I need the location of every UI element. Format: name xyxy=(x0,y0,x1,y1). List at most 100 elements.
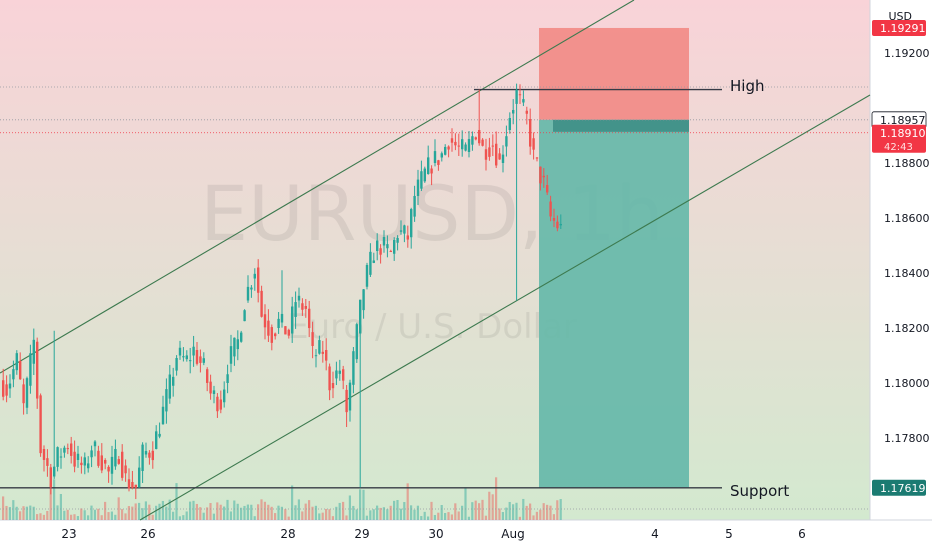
volume-bar xyxy=(212,513,215,520)
volume-bar xyxy=(420,516,423,520)
candle-body xyxy=(144,451,148,455)
candle-body xyxy=(284,326,287,335)
candle-body xyxy=(36,341,39,399)
candle-body xyxy=(168,374,171,399)
candle-body xyxy=(25,378,29,408)
volume-bar xyxy=(141,508,144,520)
price-axis[interactable]: 1.19200 1.18800 1.18600 1.18400 1.18200 1.180… xyxy=(871,19,930,496)
candle-body xyxy=(216,396,219,412)
volume-bar xyxy=(318,513,321,520)
time-tick-label: 23 xyxy=(61,527,76,541)
drawings xyxy=(0,0,871,521)
volume-bar xyxy=(185,511,188,520)
volume-bar xyxy=(59,493,62,520)
candle-body xyxy=(467,139,471,152)
volume-bar xyxy=(454,503,457,520)
price-tick-label: 1.18200 xyxy=(884,322,930,335)
candle-body xyxy=(464,144,467,151)
volume-bar xyxy=(406,483,409,520)
candle-body xyxy=(80,462,83,466)
candle-body xyxy=(148,452,151,458)
candle-body xyxy=(124,465,127,474)
candle-body xyxy=(420,171,423,189)
candle-body xyxy=(484,149,488,160)
long-position-tool[interactable] xyxy=(539,27,689,488)
time-tick-label: 28 xyxy=(280,527,295,541)
candle-body xyxy=(552,218,556,221)
volume-bar xyxy=(42,514,45,520)
candle-body xyxy=(56,447,59,467)
candle-body xyxy=(294,302,297,317)
candle-body xyxy=(202,358,205,363)
candle-body xyxy=(5,384,8,396)
price-tick-label: 1.18400 xyxy=(884,267,930,280)
drawing-labels: High Support xyxy=(730,77,789,500)
time-axis[interactable]: 23 26 28 29 30 Aug 4 5 6 xyxy=(61,527,805,541)
candle-body xyxy=(267,320,270,336)
price-tag-value: 1.19291 xyxy=(880,22,926,35)
candle-body xyxy=(263,314,267,328)
candle-body xyxy=(161,406,165,425)
candle-body xyxy=(379,248,382,255)
time-tick-label: 26 xyxy=(140,527,155,541)
candle-body xyxy=(53,466,56,477)
candle-body xyxy=(444,146,447,155)
volume-bar xyxy=(369,510,372,520)
candle-body xyxy=(121,451,124,478)
candle-body xyxy=(556,221,559,229)
candle-body xyxy=(376,240,379,251)
candle-body xyxy=(8,383,12,389)
volume-bar xyxy=(66,509,69,520)
volume-bar xyxy=(532,515,535,520)
candle-body xyxy=(331,383,335,389)
volume-bar xyxy=(161,500,164,520)
volume-bar xyxy=(202,512,205,520)
volume-bar xyxy=(376,505,379,520)
candle-body xyxy=(46,458,49,466)
candle-body xyxy=(549,201,552,217)
candle-body xyxy=(127,479,131,489)
volume-bar xyxy=(110,511,113,520)
volume-bar xyxy=(83,510,86,520)
volume-bar xyxy=(206,507,209,520)
volume-bar xyxy=(352,505,355,520)
candle-body xyxy=(297,295,301,301)
volume-bar xyxy=(107,512,110,520)
candle-body xyxy=(178,347,182,356)
volume-bar xyxy=(73,514,76,520)
candle-body xyxy=(15,353,18,371)
volume-bar xyxy=(382,507,385,520)
candle-body xyxy=(250,287,253,290)
candle-body xyxy=(423,168,426,182)
price-tag-value: 1.18957 xyxy=(880,114,926,127)
price-tick-label: 1.18000 xyxy=(884,377,930,390)
volume-bar xyxy=(236,503,239,520)
candle-body xyxy=(539,166,542,184)
volume-bar xyxy=(277,505,280,520)
volume-bar xyxy=(121,509,124,520)
candle-body xyxy=(243,310,246,322)
volume-bar xyxy=(342,501,345,520)
volume-bar xyxy=(437,512,440,520)
volume-bar xyxy=(427,516,430,520)
candle-body xyxy=(311,332,314,346)
volume-bar xyxy=(546,504,549,520)
candle-body xyxy=(318,340,321,354)
candle-body xyxy=(236,339,239,350)
volume-bar xyxy=(93,509,96,520)
volume-bar xyxy=(76,516,79,520)
candle-body xyxy=(185,355,188,360)
candle-body xyxy=(32,339,35,364)
candle-body xyxy=(369,251,372,275)
volume-bar xyxy=(535,511,538,520)
volume-bar xyxy=(413,509,416,520)
candle-body xyxy=(399,230,403,232)
candle-body xyxy=(233,337,236,357)
volume-bar xyxy=(542,503,545,520)
volume-bar xyxy=(209,503,212,520)
candle-body xyxy=(195,350,199,364)
volume-bar xyxy=(178,516,181,520)
candle-body xyxy=(165,389,168,412)
volume-bar xyxy=(512,504,515,520)
